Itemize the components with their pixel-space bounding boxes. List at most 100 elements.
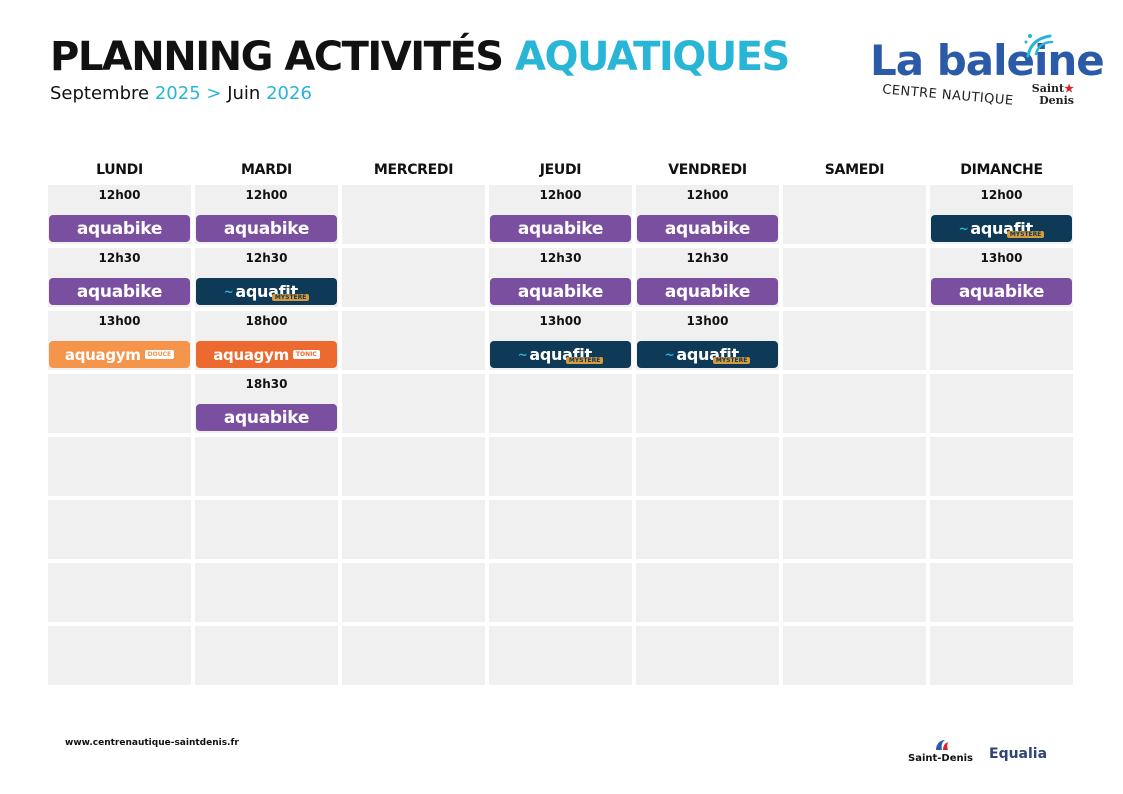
planning-row: 13h00 aquagym DOUCE 18h00 aquagym TONIC 13h00 ~…	[48, 311, 1077, 370]
slot-mercredi	[342, 437, 485, 496]
slot-vendredi	[636, 437, 779, 496]
slot-jeudi: 13h00 ~ aquafit MYSTÈRE	[489, 311, 632, 370]
page-title: PLANNING ACTIVITÉS AQUATIQUES	[50, 34, 790, 80]
slot-vendredi	[636, 374, 779, 433]
slot-mercredi	[342, 248, 485, 307]
slot-time: 12h00	[686, 188, 729, 202]
activity-name: aquabike	[664, 218, 751, 239]
aquabike-badge[interactable]: aquabike	[196, 404, 337, 431]
slot-lundi	[48, 563, 191, 622]
slot-mercredi	[342, 185, 485, 244]
logo-city-line1: Saint	[1031, 82, 1065, 95]
day-header-jeudi: JEUDI	[539, 162, 582, 178]
aquabike-badge[interactable]: aquabike	[490, 278, 631, 305]
la-baleine-logo: La baleine CENTRE NAUTIQUE Saint★ Denis	[868, 30, 1105, 120]
mystere-tag: MYSTÈRE	[565, 357, 604, 364]
slot-dimanche	[930, 626, 1073, 685]
slot-dimanche: 13h00 aquabike	[930, 248, 1073, 307]
website-url[interactable]: www.centrenautique-saintdenis.fr	[65, 738, 239, 748]
slot-samedi	[783, 374, 926, 433]
slot-dimanche: 12h00 ~ aquafit MYSTÈRE	[930, 185, 1073, 244]
title-accent: AQUATIQUES	[515, 34, 790, 80]
activity-name: aquabike	[223, 407, 310, 428]
aquafit-badge[interactable]: ~ aquafit MYSTÈRE	[637, 341, 778, 368]
slot-lundi	[48, 374, 191, 433]
slot-time: 12h30	[245, 251, 288, 265]
tonic-tag: TONIC	[292, 350, 320, 359]
slot-mardi	[195, 626, 338, 685]
slot-time: 13h00	[98, 314, 141, 328]
day-header-vendredi: VENDREDI	[668, 162, 747, 178]
slot-samedi	[783, 563, 926, 622]
aquafit-badge[interactable]: ~ aquafit MYSTÈRE	[490, 341, 631, 368]
planning-row	[48, 626, 1077, 685]
aquabike-badge[interactable]: aquabike	[196, 215, 337, 242]
equalia-logo: Equalia	[989, 746, 1048, 762]
wave-icon: ~	[664, 347, 675, 362]
slot-lundi: 12h30 aquabike	[48, 248, 191, 307]
activity-name: aquabike	[517, 281, 604, 302]
slot-time: 13h00	[539, 314, 582, 328]
slot-vendredi	[636, 563, 779, 622]
aquagym-tonic-badge[interactable]: aquagym TONIC	[196, 341, 337, 368]
slot-lundi	[48, 626, 191, 685]
aquabike-badge[interactable]: aquabike	[637, 278, 778, 305]
day-headers: LUNDI MARDI MERCREDI JEUDI VENDREDI SAMEDI DIM…	[48, 158, 1077, 184]
aquafit-badge[interactable]: ~ aquafit MYSTÈRE	[196, 278, 337, 305]
slot-jeudi	[489, 374, 632, 433]
aquafit-badge[interactable]: ~ aquafit MYSTÈRE	[931, 215, 1072, 242]
slot-mardi	[195, 563, 338, 622]
slot-time: 12h00	[98, 188, 141, 202]
wave-icon: ~	[223, 284, 234, 299]
wave-icon: ~	[958, 221, 969, 236]
activity-name: aquabike	[517, 218, 604, 239]
slot-vendredi: 13h00 ~ aquafit MYSTÈRE	[636, 311, 779, 370]
aquabike-badge[interactable]: aquabike	[490, 215, 631, 242]
planning-row: 12h30 aquabike 12h30 ~ aquafit MYSTÈRE 12h30 aq…	[48, 248, 1077, 307]
logo-brand: La baleine	[870, 36, 1105, 85]
slot-mardi	[195, 437, 338, 496]
slot-samedi	[783, 437, 926, 496]
activity-name: aquabike	[76, 281, 163, 302]
aquagym-douce-badge[interactable]: aquagym DOUCE	[49, 341, 190, 368]
planning-row: 12h00 aquabike 12h00 aquabike 12h00 aquabike 1…	[48, 185, 1077, 244]
slot-dimanche	[930, 563, 1073, 622]
slot-lundi	[48, 437, 191, 496]
planning-rows: 12h00 aquabike 12h00 aquabike 12h00 aquabike 1…	[48, 185, 1077, 685]
slot-time: 12h30	[539, 251, 582, 265]
slot-mardi: 12h30 ~ aquafit MYSTÈRE	[195, 248, 338, 307]
slot-vendredi	[636, 626, 779, 685]
activity-name: aquagym	[213, 345, 289, 364]
slot-dimanche	[930, 500, 1073, 559]
slot-dimanche	[930, 374, 1073, 433]
slot-dimanche	[930, 437, 1073, 496]
slot-time: 12h30	[98, 251, 141, 265]
aquabike-badge[interactable]: aquabike	[637, 215, 778, 242]
aquabike-badge[interactable]: aquabike	[49, 278, 190, 305]
period-start-label: Septembre	[50, 83, 150, 104]
day-header-dimanche: DIMANCHE	[960, 162, 1043, 178]
activity-name: aquabike	[223, 218, 310, 239]
slot-samedi	[783, 185, 926, 244]
mystere-tag: MYSTÈRE	[1006, 231, 1045, 238]
slot-jeudi	[489, 437, 632, 496]
aquabike-badge[interactable]: aquabike	[931, 278, 1072, 305]
slot-samedi	[783, 500, 926, 559]
aquabike-badge[interactable]: aquabike	[49, 215, 190, 242]
slot-time: 12h00	[245, 188, 288, 202]
slot-time: 13h00	[686, 314, 729, 328]
slot-time: 18h30	[245, 377, 288, 391]
day-header-mardi: MARDI	[241, 162, 292, 178]
weekly-planning: LUNDI MARDI MERCREDI JEUDI VENDREDI SAMEDI DIM…	[48, 158, 1077, 689]
activity-name: aquabike	[76, 218, 163, 239]
slot-samedi	[783, 248, 926, 307]
star-icon: ★	[1064, 82, 1074, 95]
saint-denis-label: Saint-Denis	[908, 753, 974, 764]
slot-mercredi	[342, 500, 485, 559]
slot-mercredi	[342, 626, 485, 685]
slot-dimanche	[930, 311, 1073, 370]
day-header-lundi: LUNDI	[96, 162, 143, 178]
saint-denis-logo: Saint-Denis	[906, 738, 976, 768]
slot-time: 12h00	[539, 188, 582, 202]
slot-mardi	[195, 500, 338, 559]
